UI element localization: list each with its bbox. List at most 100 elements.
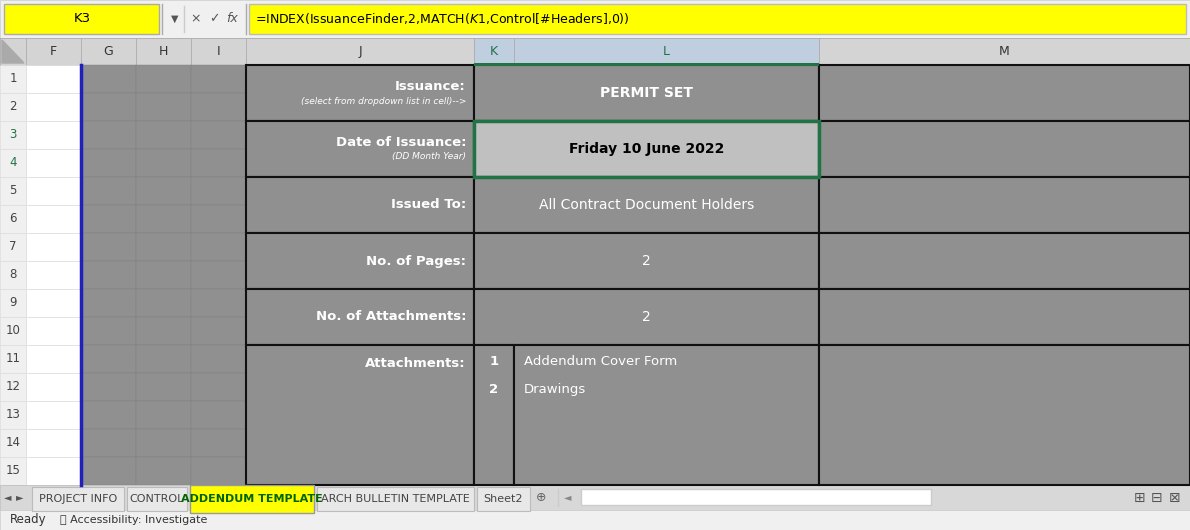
Bar (26, 261, 81, 289)
Text: 2: 2 (643, 310, 651, 324)
Bar (0, 149, 26, 177)
Bar (192, 65, 246, 93)
Bar (474, 121, 819, 177)
Bar (246, 345, 474, 485)
Text: ⊠: ⊠ (1170, 490, 1180, 505)
Bar (26, 65, 81, 93)
Text: Attachments:: Attachments: (365, 357, 466, 370)
Bar (819, 233, 1190, 289)
Bar (26, 345, 81, 373)
Bar (514, 345, 819, 485)
Bar (136, 65, 192, 93)
Text: ARCH BULLETIN TEMPLATE: ARCH BULLETIN TEMPLATE (321, 493, 470, 503)
Bar (819, 38, 1190, 65)
Bar (26, 289, 81, 317)
Bar (0, 205, 26, 233)
Text: 8: 8 (10, 269, 17, 281)
Bar (474, 38, 514, 65)
Bar (192, 177, 246, 205)
Bar (0, 429, 26, 457)
Bar (0, 289, 26, 317)
Bar (81, 121, 136, 149)
Text: 2: 2 (643, 254, 651, 268)
Text: ✓: ✓ (208, 13, 219, 25)
Text: No. of Attachments:: No. of Attachments: (315, 311, 466, 323)
Bar (474, 233, 819, 289)
Bar (81, 373, 136, 401)
Text: 12: 12 (6, 381, 20, 393)
Text: No. of Pages:: No. of Pages: (367, 254, 466, 268)
Bar (0, 233, 26, 261)
Text: Drawings: Drawings (524, 383, 587, 396)
Text: 9: 9 (10, 296, 17, 310)
Text: PERMIT SET: PERMIT SET (600, 86, 693, 100)
Bar (0, 457, 26, 485)
Bar (474, 177, 819, 233)
Bar (246, 65, 1190, 485)
Bar (81, 233, 136, 261)
Text: PROJECT INFO: PROJECT INFO (39, 493, 117, 503)
Bar (136, 373, 192, 401)
Bar (81, 289, 136, 317)
Bar (81, 65, 136, 93)
Bar (26, 429, 81, 457)
Bar (246, 233, 474, 289)
Bar (136, 345, 192, 373)
Text: 10: 10 (6, 324, 20, 338)
Bar (819, 289, 1190, 345)
Bar (192, 149, 246, 177)
Text: Sheet2: Sheet2 (484, 493, 524, 503)
Text: 1: 1 (10, 73, 17, 85)
Bar (246, 38, 474, 65)
Bar (136, 205, 192, 233)
Bar (26, 317, 81, 345)
Text: ►: ► (17, 492, 24, 502)
Bar (26, 38, 81, 65)
Bar (0, 510, 1190, 530)
Bar (192, 429, 246, 457)
Bar (0, 401, 26, 429)
Bar (0, 65, 26, 93)
Bar (136, 317, 192, 345)
Bar (0, 373, 26, 401)
Bar (0, 317, 26, 345)
Bar (26, 205, 81, 233)
Bar (192, 233, 246, 261)
Bar (819, 177, 1190, 233)
Bar (192, 38, 246, 65)
Text: Friday 10 June 2022: Friday 10 June 2022 (569, 142, 725, 156)
Bar (127, 487, 187, 511)
Bar (514, 38, 819, 65)
Bar (136, 177, 192, 205)
Polygon shape (2, 40, 24, 63)
Bar (249, 4, 1186, 34)
Bar (246, 121, 474, 177)
Text: 5: 5 (10, 184, 17, 198)
Bar (26, 233, 81, 261)
Bar (136, 289, 192, 317)
Bar (136, 457, 192, 485)
Text: L: L (663, 45, 670, 58)
Bar (0, 345, 26, 373)
Bar (81, 205, 136, 233)
Bar (246, 289, 474, 345)
Bar (192, 401, 246, 429)
Bar (0, 177, 26, 205)
Bar (81, 38, 136, 65)
Bar (81, 177, 136, 205)
Bar (192, 205, 246, 233)
Text: fx: fx (226, 13, 238, 25)
Bar (0, 0, 1190, 38)
Text: Issuance:: Issuance: (395, 80, 466, 93)
Bar (474, 345, 514, 485)
Text: Ready: Ready (10, 514, 46, 526)
Bar (26, 401, 81, 429)
Text: ADDENDUM TEMPLATE: ADDENDUM TEMPLATE (181, 493, 322, 503)
Bar (192, 121, 246, 149)
Text: Addendum Cover Form: Addendum Cover Form (524, 355, 677, 368)
Text: ×: × (190, 13, 201, 25)
Bar (136, 149, 192, 177)
Bar (819, 345, 1190, 485)
Text: G: G (104, 45, 113, 58)
Bar (192, 261, 246, 289)
